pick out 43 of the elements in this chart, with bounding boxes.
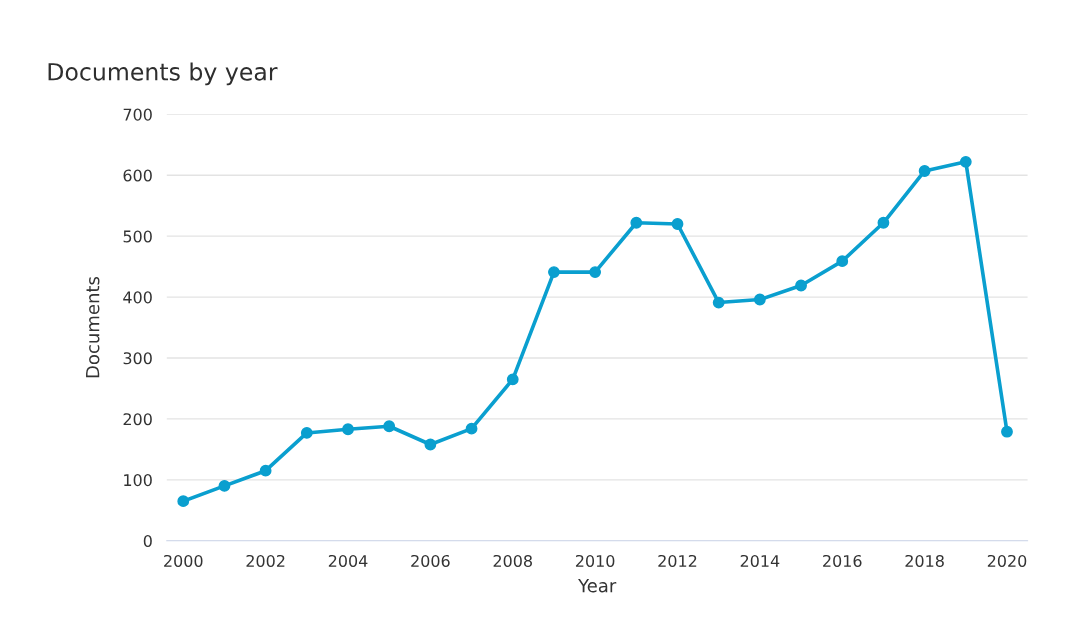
y-tick-label: 400 (123, 291, 152, 304)
y-tick-label: 0 (143, 534, 152, 548)
point (506, 373, 519, 386)
point (836, 255, 849, 268)
y-tick-label: 100 (124, 474, 152, 487)
point (383, 420, 396, 433)
point (753, 293, 766, 306)
chart-title: Documents by year (48, 62, 278, 86)
point (671, 218, 684, 230)
point (465, 422, 478, 435)
point (589, 266, 602, 279)
x-tick-label: 2010 (575, 554, 615, 567)
y-tick-label: 500 (123, 230, 152, 243)
x-tick-label: 2008 (493, 554, 532, 567)
point (259, 464, 272, 477)
point (424, 438, 437, 451)
x-tick-label: 2018 (905, 554, 944, 567)
point (1001, 425, 1013, 438)
x-tick-label: 2016 (823, 554, 862, 567)
y-tick-label: 700 (123, 108, 152, 121)
point (218, 480, 231, 492)
point (630, 216, 643, 229)
y-tick-label: 200 (123, 413, 152, 426)
x-axis-title: Year (578, 578, 617, 593)
x-tick-label: 2006 (411, 554, 450, 567)
y-axis-title: Documents (86, 276, 100, 378)
point (177, 495, 190, 508)
point (712, 296, 725, 309)
y-tick-label: 600 (123, 169, 152, 182)
point (918, 165, 931, 177)
x-tick-label: 2002 (246, 554, 285, 567)
x-tick-label: 2020 (987, 554, 1027, 567)
y-tick-label: 300 (123, 352, 152, 365)
x-tick-label: 2012 (658, 554, 697, 567)
x-tick-label: 2004 (328, 554, 368, 567)
point (959, 155, 972, 168)
point (342, 423, 354, 436)
point (548, 266, 560, 279)
x-tick-label: 2000 (164, 554, 203, 567)
point (795, 279, 807, 292)
point (877, 216, 890, 229)
point (300, 427, 313, 439)
x-tick-label: 2014 (740, 554, 780, 567)
